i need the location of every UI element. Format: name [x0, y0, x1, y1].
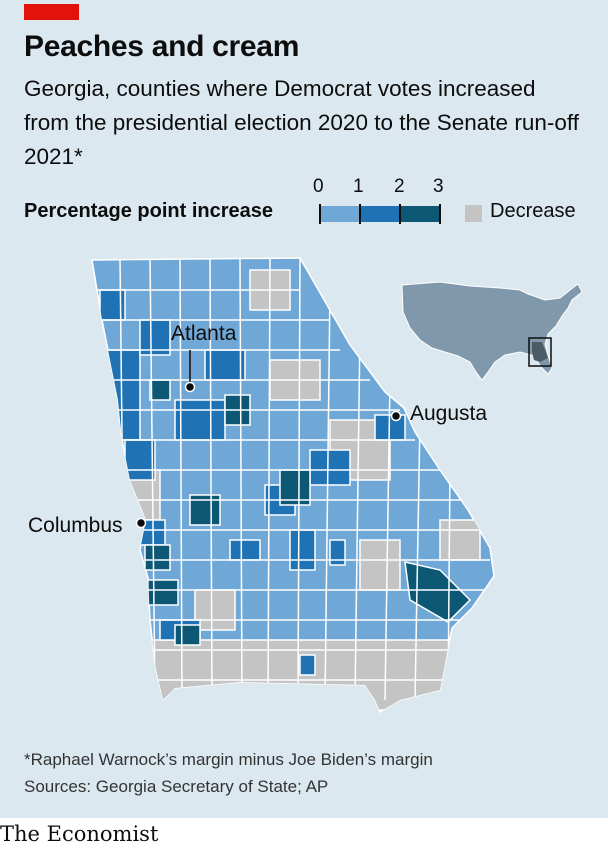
county-region-medium [139, 319, 171, 356]
legend-bin-1-2 [361, 206, 399, 222]
label-augusta: Augusta [410, 402, 488, 425]
county-region-medium [299, 654, 316, 676]
county-region-dark [147, 579, 179, 606]
legend-tick-label-3: 3 [433, 176, 444, 197]
county-region-decrease [439, 519, 481, 561]
county-region-medium [229, 539, 261, 561]
footnote: *Raphael Warnock’s margin minus Joe Bide… [24, 746, 433, 800]
county-region-dark [404, 561, 472, 623]
footnote-sources: Sources: Georgia Secretary of State; AP [24, 777, 329, 796]
county-region-decrease [194, 589, 236, 631]
county-region-medium [174, 399, 226, 441]
county-region-decrease [359, 539, 401, 591]
legend-bin-0-1 [321, 206, 359, 222]
legend-tick-1 [359, 204, 361, 224]
legend-bin-2-3 [401, 206, 439, 222]
county-region-medium [309, 449, 351, 486]
augusta-marker [390, 410, 402, 422]
chart-title: Peaches and cream [24, 30, 300, 63]
county-region-medium [124, 439, 156, 481]
legend-title: Percentage point increase [24, 200, 273, 222]
label-columbus: Columbus [28, 514, 123, 537]
label-atlanta: Atlanta [171, 322, 237, 345]
county-region-dark [144, 544, 171, 571]
atlanta-marker [184, 381, 196, 393]
georgia-county-map [91, 257, 583, 714]
legend-tick-0 [319, 204, 321, 224]
us-georgia-box [528, 337, 552, 367]
us-georgia-highlight [532, 342, 548, 362]
brand-red-tag [24, 4, 79, 20]
county-region-medium [289, 529, 316, 571]
county-region-dark [174, 624, 201, 646]
legend-tick-3 [439, 204, 441, 224]
footnote-note: *Raphael Warnock’s margin minus Joe Bide… [24, 750, 433, 769]
legend-tick-label-0: 0 [313, 176, 324, 197]
columbus-marker [135, 517, 147, 529]
us-inset-map [401, 281, 583, 381]
us-outline [401, 281, 583, 381]
legend-tick-2 [399, 204, 401, 224]
legend-tick-label-1: 1 [353, 176, 364, 197]
chart-subtitle: Georgia, counties where Democrat votes i… [24, 76, 579, 169]
county-region-medium [329, 539, 346, 566]
legend-decrease-swatch [465, 205, 482, 222]
brand-wordmark: The Economist [0, 822, 159, 846]
legend-decrease-label: Decrease [490, 200, 576, 222]
legend-tick-label-2: 2 [394, 176, 405, 197]
county-region-dark [149, 379, 171, 401]
